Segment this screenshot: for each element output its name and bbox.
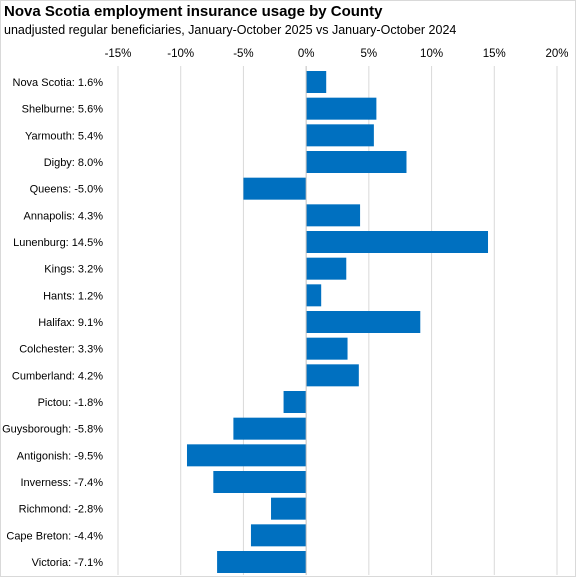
bar — [306, 337, 348, 360]
bar — [217, 551, 307, 573]
category-label: Halifax: 9.1% — [38, 317, 103, 329]
category-label: Cape Breton: -4.4% — [6, 530, 103, 542]
category-label: Pictou: -1.8% — [38, 397, 104, 409]
category-label: Inverness: -7.4% — [20, 477, 103, 489]
bar — [306, 151, 407, 173]
bar — [271, 497, 307, 520]
category-label: Shelburne: 5.6% — [22, 104, 104, 116]
category-label: Guysborough: -5.8% — [2, 424, 103, 436]
x-axis-tick-labels: -15% -10% -5% 0% 5% 10% 15% 20% — [105, 48, 569, 60]
bar — [306, 71, 327, 93]
category-label: Lunenburg: 14.5% — [13, 237, 103, 249]
bar — [186, 444, 307, 467]
gridlines — [117, 66, 558, 575]
bar — [306, 284, 322, 307]
bar — [306, 311, 421, 333]
bar — [306, 364, 359, 387]
bars — [186, 71, 489, 573]
category-label: Queens: -5.0% — [30, 184, 104, 196]
x-tick-label: 5% — [361, 48, 378, 60]
x-tick-label: 15% — [483, 48, 506, 60]
x-tick-label: -10% — [167, 48, 194, 60]
category-label: Yarmouth: 5.4% — [25, 130, 103, 142]
x-tick-label: 0% — [298, 48, 315, 60]
category-labels: Nova Scotia: 1.6% Shelburne: 5.6% Yarmouth… — [2, 77, 103, 569]
bar — [243, 177, 307, 200]
bar — [306, 204, 361, 227]
category-label: Victoria: -7.1% — [32, 557, 104, 569]
category-label: Richmond: -2.8% — [19, 504, 104, 516]
category-label: Annapolis: 4.3% — [24, 210, 104, 222]
category-label: Kings: 3.2% — [44, 264, 103, 276]
category-label: Hants: 1.2% — [43, 290, 103, 302]
bar — [306, 124, 374, 147]
bar — [213, 471, 307, 493]
category-label: Colchester: 3.3% — [19, 344, 103, 356]
chart-title: Nova Scotia employment insurance usage b… — [4, 3, 383, 20]
bar — [250, 524, 307, 547]
x-tick-label: 10% — [420, 48, 443, 60]
x-tick-label: 20% — [545, 48, 568, 60]
category-label: Antigonish: -9.5% — [17, 450, 103, 462]
chart-subtitle: unadjusted regular beneficiaries, Januar… — [4, 23, 457, 37]
category-label: Digby: 8.0% — [44, 157, 104, 169]
bar — [306, 231, 489, 253]
bar — [233, 417, 307, 440]
category-label: Cumberland: 4.2% — [12, 370, 103, 382]
bar — [306, 97, 377, 120]
x-tick-label: -5% — [233, 48, 253, 60]
bar — [306, 257, 347, 280]
x-tick-label: -15% — [105, 48, 132, 60]
bar — [283, 391, 307, 413]
category-label: Nova Scotia: 1.6% — [13, 77, 104, 89]
